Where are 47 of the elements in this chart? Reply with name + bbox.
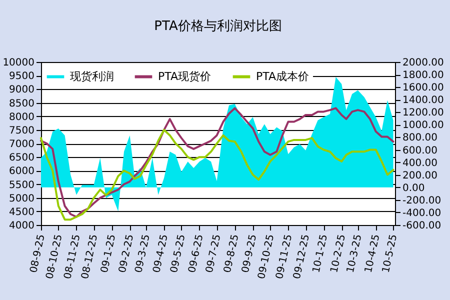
x-tick-label: 09-8-25 xyxy=(222,233,242,274)
y2-tick-label: 400.00 xyxy=(402,158,438,169)
y-tick-label: 5500 xyxy=(9,180,34,191)
legend-label: 现货利润 xyxy=(70,70,114,83)
y2-tick-label: 1600.00 xyxy=(402,82,444,94)
y-tick-label: 9000 xyxy=(9,84,34,96)
y2-tick-label: 0.00 xyxy=(402,182,425,194)
x-tick-label: 10-4-25 xyxy=(363,233,382,274)
chart-title: PTA价格与利润对比图 xyxy=(154,19,282,34)
y2-tick-label: 2000.00 xyxy=(402,58,444,68)
legend-label: PTA现货价 xyxy=(158,70,212,83)
y2-tick-label: 1400.00 xyxy=(402,95,444,106)
y2-tick-label: 1800.00 xyxy=(402,70,444,82)
y-tick-label: 8500 xyxy=(9,98,34,110)
x-tick-label: 08-9-25 xyxy=(28,233,48,274)
x-tick-label: 08-10-25 xyxy=(44,233,65,280)
x-tick-label: 10-2-25 xyxy=(329,233,348,274)
y-tick-label: 7000 xyxy=(9,139,34,150)
x-tick-label: 09-7-25 xyxy=(204,233,224,274)
x-tick-label: 09-12-25 xyxy=(292,233,312,280)
y-tick-label: 8000 xyxy=(9,112,34,123)
x-tick-label: 09-4-25 xyxy=(152,233,170,274)
legend-label: PTA成本价 xyxy=(256,70,310,83)
y2-tick-label: 1200.00 xyxy=(402,108,444,119)
x-tick-label: 09-6-25 xyxy=(186,233,206,274)
y2-tick-label: 1000.00 xyxy=(402,120,444,132)
y2-tick-label: -200.00 xyxy=(402,195,442,206)
x-tick-label: 10-3-25 xyxy=(345,233,364,274)
x-tick-label: 09-1-25 xyxy=(99,233,118,274)
y-tick-label: 10000 xyxy=(2,58,34,68)
y-tick-label: 6500 xyxy=(9,152,34,164)
y-tick-label: 9500 xyxy=(9,71,34,82)
y2-tick-label: 800.00 xyxy=(402,132,438,144)
x-tick-label: 10-5-25 xyxy=(380,233,400,274)
y-tick-label: 4000 xyxy=(9,220,34,232)
y2-tick-label: -600.00 xyxy=(402,220,442,232)
y-tick-label: 4500 xyxy=(9,206,34,218)
x-tick-label: 10-1-25 xyxy=(311,233,330,274)
x-tick-label: 09-5-25 xyxy=(168,233,188,274)
y2-tick-label: 200.00 xyxy=(402,170,438,182)
x-tick-label: 08-12-25 xyxy=(80,233,100,280)
y2-tick-label: 600.00 xyxy=(402,145,438,156)
y-tick-label: 6000 xyxy=(9,166,34,178)
y-tick-label: 5000 xyxy=(9,193,34,204)
x-tick-label: 09-3-25 xyxy=(134,233,152,274)
y-tick-label: 7500 xyxy=(9,125,34,136)
y2-tick-label: -400.00 xyxy=(402,208,442,219)
